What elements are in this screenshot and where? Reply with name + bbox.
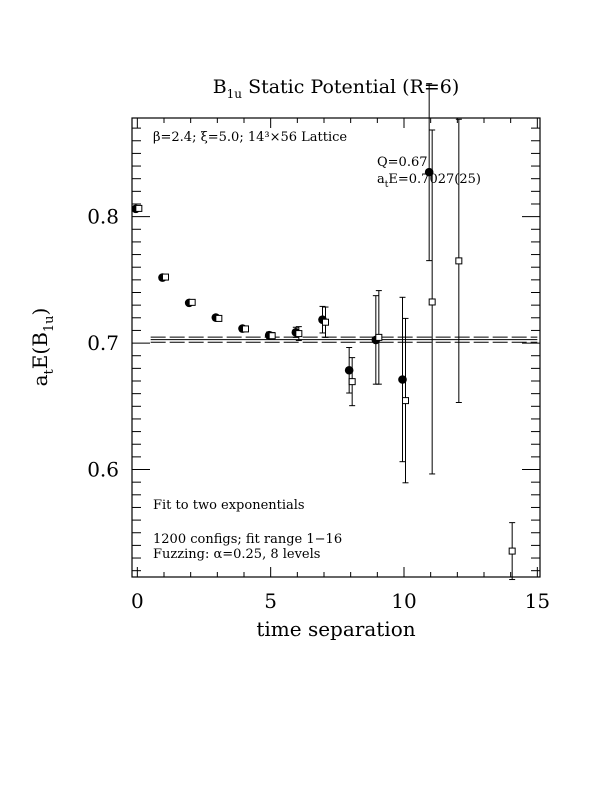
x-tick-label: 10 (391, 589, 416, 613)
fit-lines (150, 336, 538, 343)
y-label-t: t (42, 368, 57, 374)
axis-ticks (132, 118, 540, 577)
data-point-square (188, 298, 196, 306)
y-axis-label: atE(B1u) (28, 308, 57, 387)
title-rest: Static Potential (R=6) (242, 76, 459, 98)
title-subscript: 1u (227, 87, 243, 101)
tick-labels: 0 5 10 15 0.6 0.7 0.8 (87, 205, 550, 613)
energy-t: t (385, 180, 389, 190)
y-label-a: a (28, 374, 52, 386)
energy-annotation: atE=0.7027(25) (377, 172, 481, 190)
data-point-square (295, 330, 303, 338)
title-main: B (213, 76, 227, 98)
data-point-circle (424, 167, 434, 177)
data-point-square (375, 333, 383, 341)
y-tick-label: 0.6 (87, 458, 119, 482)
x-tick-label: 5 (264, 589, 277, 613)
data-point-square (348, 378, 356, 386)
x-tick-label: 15 (525, 589, 550, 613)
y-tick-label: 0.7 (87, 331, 119, 355)
energy-rest: E=0.7027(25) (388, 172, 481, 187)
x-tick-label: 0 (131, 589, 144, 613)
y-label-e: E(B (28, 332, 52, 369)
data-point-circle (398, 375, 407, 384)
y-tick-label: 0.8 (87, 205, 119, 229)
plot-border (131, 117, 541, 578)
fuzzing-annotation: Fuzzing: α=0.25, 8 levels (153, 547, 320, 562)
data-markers (131, 167, 516, 555)
data-point-square (455, 257, 463, 265)
energy-a: a (377, 172, 385, 187)
x-axis-label: time separation (256, 617, 415, 641)
data-point-square (268, 332, 276, 340)
chart-title: B1u Static Potential (R=6) (213, 76, 460, 101)
data-point-circle (344, 365, 354, 375)
data-point-square (162, 273, 169, 281)
data-point-square (508, 547, 516, 555)
data-point-square (402, 397, 409, 405)
data-point-square (428, 298, 436, 306)
y-label-close: ) (28, 308, 52, 316)
y-label-subscript: 1u (42, 315, 57, 332)
data-point-square (215, 314, 223, 322)
plot-frame (131, 117, 541, 578)
lattice-annotation: β=2.4; ξ=5.0; 14³×56 Lattice (153, 130, 347, 145)
configs-annotation: 1200 configs; fit range 1−16 (153, 532, 342, 547)
fit-type-annotation: Fit to two exponentials (153, 498, 305, 513)
data-point-square (322, 318, 329, 326)
data-point-square (135, 204, 143, 212)
q-value-annotation: Q=0.67 (377, 155, 428, 170)
data-point-square (242, 325, 249, 333)
